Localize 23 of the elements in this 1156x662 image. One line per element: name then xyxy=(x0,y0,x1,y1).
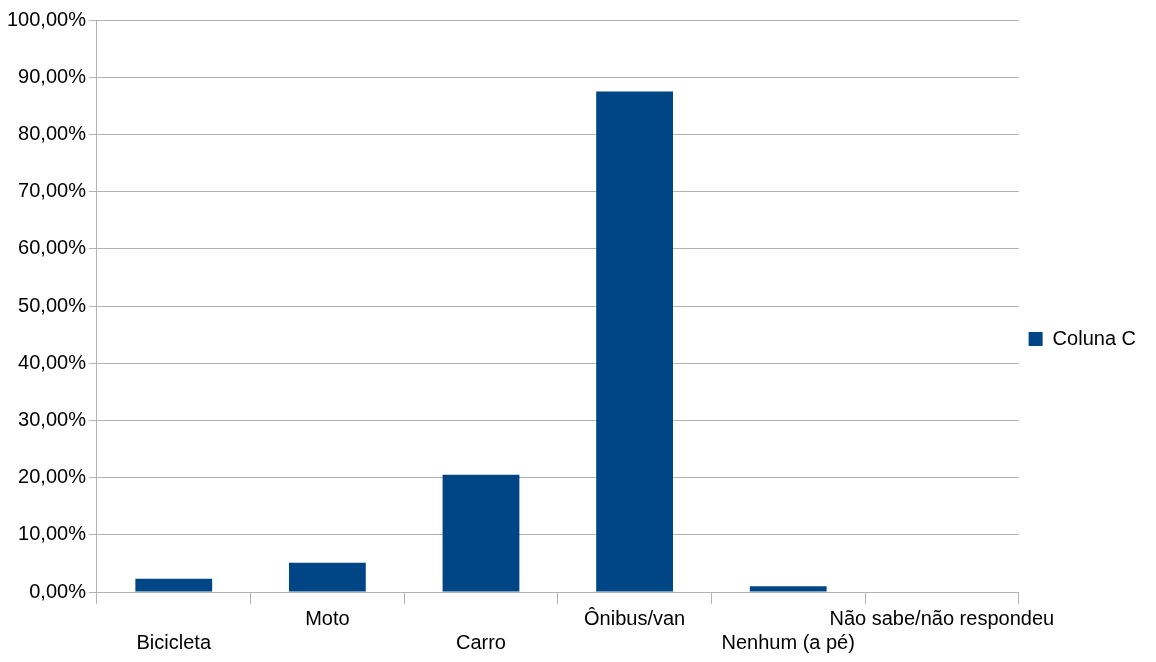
bar xyxy=(442,474,520,592)
x-tick-label: Carro xyxy=(455,630,506,653)
y-tick-label: 90,00% xyxy=(18,64,87,87)
bar xyxy=(596,91,673,592)
y-tick-label: 50,00% xyxy=(18,293,87,316)
x-tick-label: Ônibus/van xyxy=(584,606,686,629)
x-tick-label: Bicicleta xyxy=(136,630,212,653)
y-tick-label: 80,00% xyxy=(18,121,87,144)
bar xyxy=(749,586,827,592)
x-tick-label: Moto xyxy=(305,606,350,629)
x-tick-label: Nenhum (a pé) xyxy=(721,630,855,653)
bar xyxy=(288,562,366,592)
bar xyxy=(135,578,213,592)
x-tick-label: Não sabe/não respondeu xyxy=(829,606,1055,629)
y-tick-label: 70,00% xyxy=(18,179,87,202)
y-tick-label: 60,00% xyxy=(18,236,87,259)
y-tick-label: 100,00% xyxy=(6,7,87,30)
y-tick-label: 0,00% xyxy=(29,579,87,602)
y-tick-label: 20,00% xyxy=(18,465,87,488)
legend-label: Coluna C xyxy=(1052,326,1137,349)
y-tick-label: 40,00% xyxy=(18,350,87,373)
y-tick-label: 30,00% xyxy=(18,407,87,430)
y-tick-label: 10,00% xyxy=(18,522,87,545)
